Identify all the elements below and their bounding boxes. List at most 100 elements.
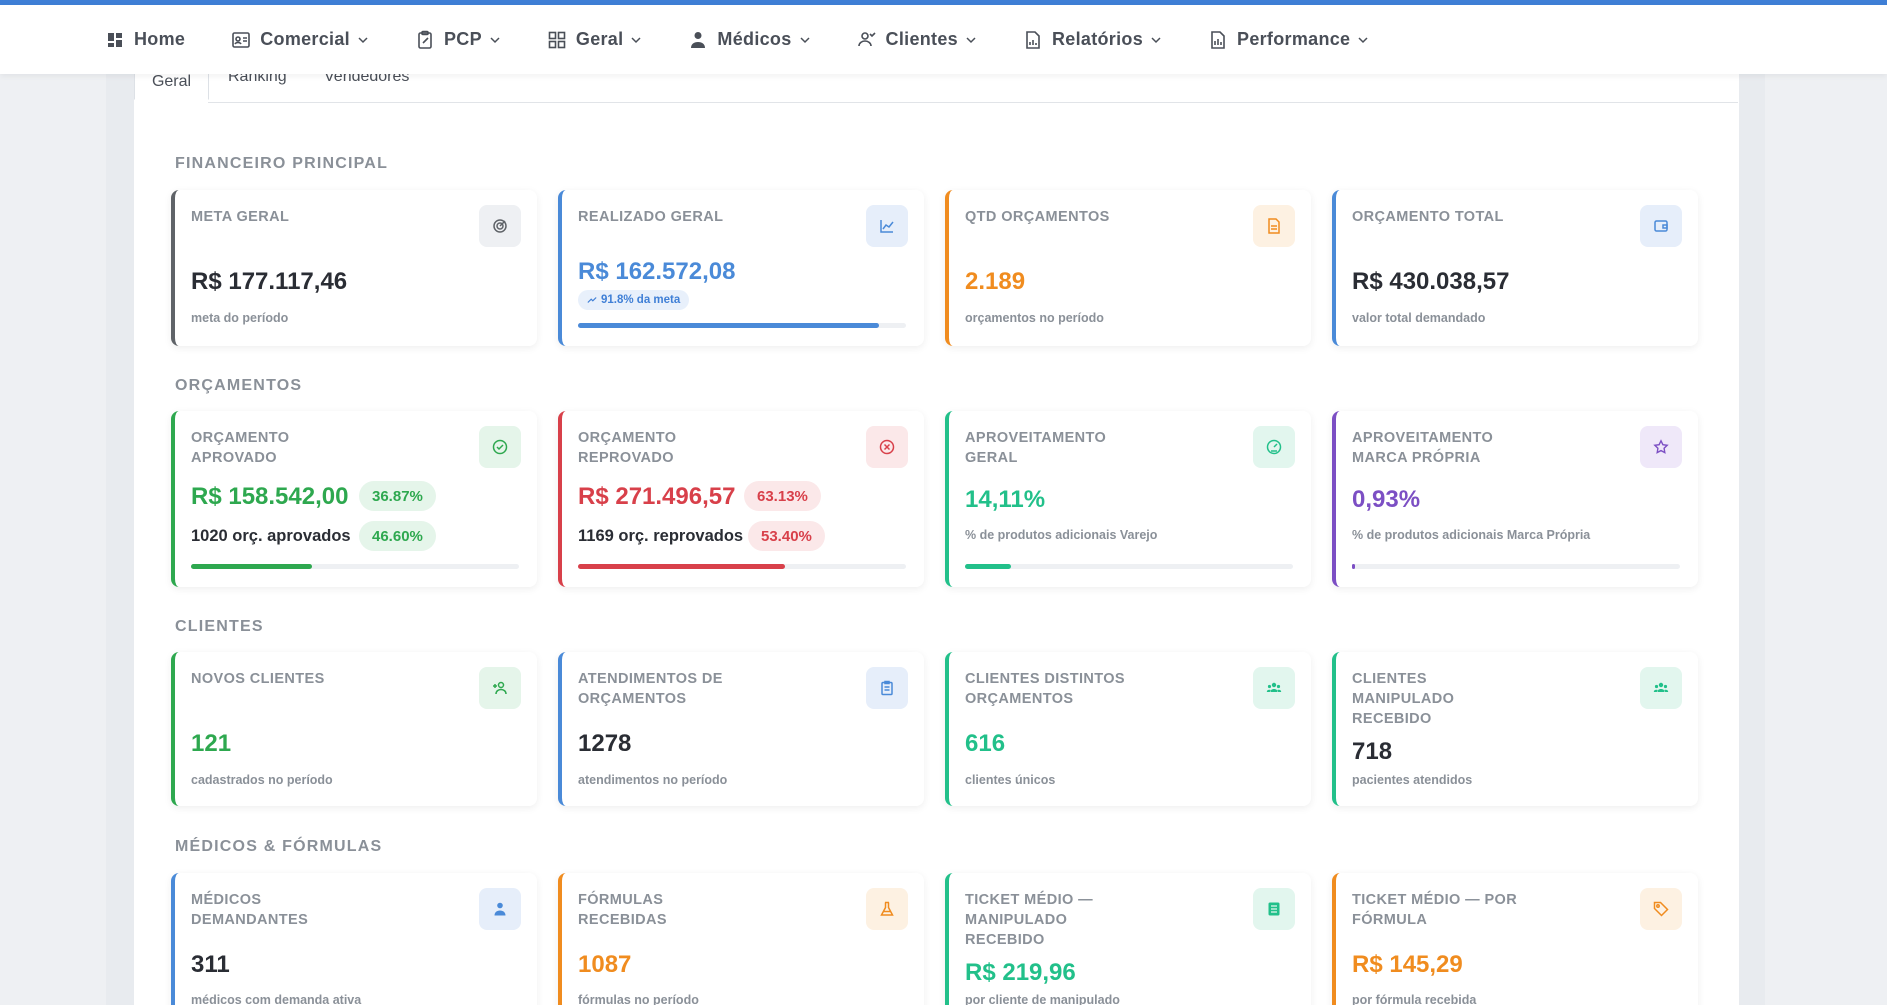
card-aproveitamento-geral: APROVEITAMENTO GERAL 14,11% % de produto… (945, 411, 1311, 587)
nav-comercial[interactable]: Comercial (231, 29, 369, 50)
progress-fill (965, 564, 1012, 569)
card-formulas-recebidas: FÓRMULAS RECEBIDAS 1087 fórmulas no perí… (558, 873, 924, 1005)
card-aproveitamento-marca-propria: APROVEITAMENTO MARCA PRÓPRIA 0,93% % de … (1332, 411, 1698, 587)
card-sub: orçamentos no período (965, 311, 1104, 325)
nav-relatorios[interactable]: Relatórios (1023, 29, 1162, 50)
clipboard-icon (418, 30, 432, 49)
icon-box (1253, 205, 1295, 247)
check-circle-icon (492, 439, 508, 455)
nav-performance[interactable]: Performance (1208, 29, 1369, 50)
card-value: 616 (965, 730, 1006, 757)
card-ticket-medio-formula: TICKET MÉDIO — POR FÓRMULA R$ 145,29 por… (1332, 873, 1698, 1005)
card-clientes-manipulado: CLIENTES MANIPULADO RECEBIDO 718 pacient… (1332, 652, 1698, 806)
card-value: R$ 430.038,57 (1352, 268, 1510, 295)
icon-box (866, 667, 908, 709)
card-value: 121 (191, 730, 232, 757)
card-sub: pacientes atendidos (1352, 773, 1473, 787)
card-label: ORÇAMENTO APROVADO (191, 430, 290, 466)
icon-box (1253, 667, 1295, 709)
progress-fill (191, 564, 312, 569)
card-novos-clientes: NOVOS CLIENTES 121 cadastrados no períod… (171, 652, 537, 806)
card-label: ORÇAMENTO REPROVADO (578, 430, 677, 466)
nav-geral-label: Geral (575, 29, 624, 49)
icon-box (866, 426, 908, 468)
chevron-down-icon (358, 36, 368, 43)
chart-file-icon (1211, 30, 1225, 49)
progress-fill (578, 323, 880, 328)
nav-medicos[interactable]: Médicos (688, 29, 810, 50)
card-value: 14,11% (965, 486, 1046, 513)
icon-box (479, 888, 521, 930)
group-icon (1266, 682, 1282, 692)
progress-fill (578, 564, 786, 569)
icon-box (1253, 888, 1295, 930)
progress-track (191, 564, 519, 569)
chevron-down-icon (490, 36, 500, 43)
card-label: NOVOS CLIENTES (191, 671, 325, 687)
section-title-medicos: MÉDICOS & FÓRMULAS (175, 838, 383, 855)
card-sub: médicos com demanda ativa (191, 993, 362, 1005)
card-sub: % de produtos adicionais Marca Própria (1352, 528, 1591, 542)
chevron-down-icon (800, 36, 810, 43)
card-value: 2.189 (965, 268, 1026, 295)
card-label: REALIZADO GERAL (578, 209, 724, 225)
nav-home[interactable]: Home (105, 29, 185, 50)
card-label: CLIENTES MANIPULADO RECEBIDO (1352, 671, 1455, 727)
section-title-financeiro: FINANCEIRO PRINCIPAL (175, 155, 389, 172)
target-icon (493, 219, 507, 233)
progress-track (965, 564, 1293, 569)
top-accent-bar (0, 0, 1887, 5)
flask-icon (880, 901, 894, 916)
wallet-icon (1654, 220, 1668, 232)
card-label: APROVEITAMENTO MARCA PRÓPRIA (1352, 430, 1494, 466)
card-sub: % de produtos adicionais Varejo (965, 528, 1158, 542)
card-value: R$ 177.117,46 (191, 268, 348, 295)
icon-box (1253, 426, 1295, 468)
card-qtd-orcamentos: QTD ORÇAMENTOS 2.189 orçamentos no perío… (945, 190, 1311, 346)
chevron-down-icon (631, 36, 641, 43)
card-atendimentos-orcamentos: ATENDIMENTOS DE ORÇAMENTOS 1278 atendime… (558, 652, 924, 806)
icon-box (1640, 888, 1682, 930)
list-icon (1268, 902, 1280, 916)
card-count: 1020 orç. aprovados (191, 527, 351, 545)
card-sub: meta do período (191, 311, 289, 325)
card-meta-geral: META GERAL R$ 177.117,46 meta do período (171, 190, 537, 346)
id-card-icon (232, 31, 251, 48)
doctor-icon (494, 902, 506, 916)
nav-clientes[interactable]: Clientes (857, 29, 977, 50)
card-label: TICKET MÉDIO — POR FÓRMULA (1352, 892, 1518, 928)
doctor-icon (691, 31, 706, 48)
card-value: 311 (191, 951, 230, 978)
card-label: APROVEITAMENTO GERAL (965, 430, 1107, 466)
nav-relatorios-label: Relatórios (1051, 29, 1144, 49)
progress-track (578, 323, 906, 328)
report-icon (1026, 30, 1040, 49)
progress-track (578, 564, 906, 569)
card-medicos-demandantes: MÉDICOS DEMANDANTES 311 médicos com dema… (171, 873, 537, 1005)
user-plus-icon (493, 681, 507, 695)
icon-box (479, 667, 521, 709)
gauge-icon (1266, 439, 1282, 455)
section-title-clientes: CLIENTES (175, 618, 264, 635)
card-label: CLIENTES DISTINTOS ORÇAMENTOS (965, 671, 1126, 707)
card-ticket-medio-manipulado: TICKET MÉDIO — MANIPULADO RECEBIDO R$ 21… (945, 873, 1311, 1005)
users-icon (857, 31, 876, 46)
main-navbar: Home Comercial PCP Geral Médicos Cliente… (0, 5, 1887, 74)
trend-up-icon (587, 297, 597, 303)
nav-pcp[interactable]: PCP (415, 29, 501, 50)
count-percent-pill: 46.60% (359, 521, 436, 551)
line-chart-icon (880, 220, 894, 233)
card-sub: atendimentos no período (578, 773, 728, 787)
card-sub: fórmulas no período (578, 993, 699, 1005)
nav-geral[interactable]: Geral (547, 29, 643, 50)
star-icon (1653, 439, 1669, 454)
icon-box (479, 426, 521, 468)
icon-box (1640, 667, 1682, 709)
chevron-down-icon (966, 36, 976, 43)
card-value: R$ 219,96 (965, 959, 1076, 986)
card-label: FÓRMULAS RECEBIDAS (578, 892, 667, 928)
card-sub: por cliente de manipulado (965, 993, 1120, 1005)
card-orcamento-total: ORÇAMENTO TOTAL R$ 430.038,57 valor tota… (1332, 190, 1698, 346)
card-value: R$ 158.542,00 (191, 483, 349, 510)
card-label: META GERAL (191, 209, 290, 225)
